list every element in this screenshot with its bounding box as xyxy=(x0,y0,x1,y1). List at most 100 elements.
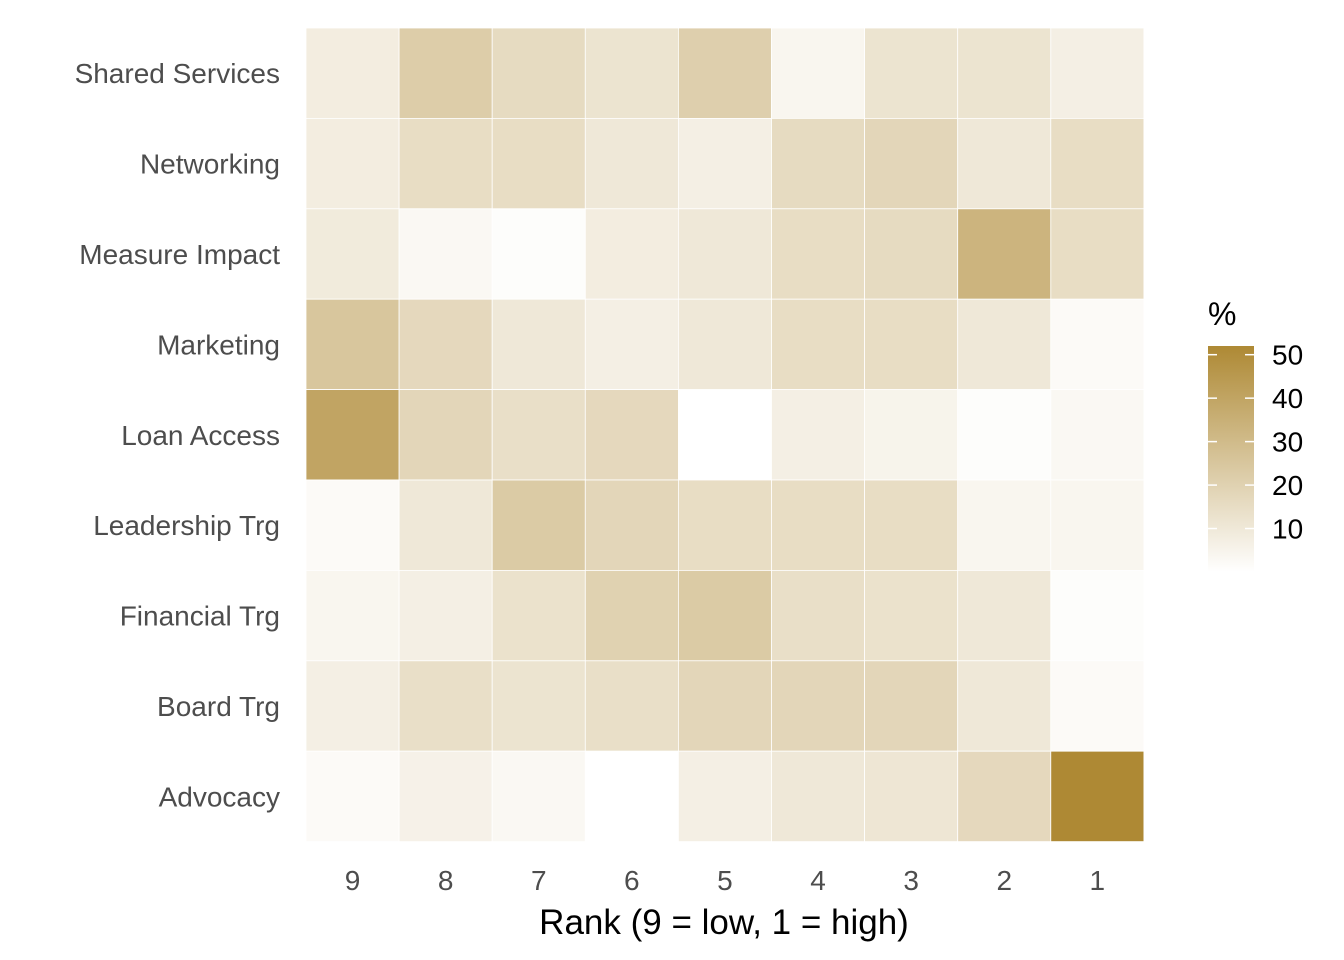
heatmap-cell xyxy=(771,660,865,752)
heatmap-cell xyxy=(864,750,959,843)
x-tick-label: 7 xyxy=(531,865,547,896)
heatmap-cell xyxy=(305,660,400,752)
heatmap-cell xyxy=(584,118,679,210)
heatmap-cell xyxy=(398,479,493,571)
y-tick-label: Advocacy xyxy=(159,781,280,812)
heatmap-cell xyxy=(1050,660,1145,752)
heatmap-cell xyxy=(491,660,586,752)
heatmap-cell xyxy=(864,298,959,391)
x-tick-label: 9 xyxy=(345,865,361,896)
heatmap-cell xyxy=(1050,570,1145,662)
heatmap-cell xyxy=(305,208,400,300)
y-tick-label: Leadership Trg xyxy=(93,510,280,541)
y-tick-label: Marketing xyxy=(157,329,280,360)
heatmap-cell xyxy=(584,479,679,571)
heatmap-cell xyxy=(584,389,679,481)
y-tick-label: Loan Access xyxy=(121,420,280,451)
heatmap-cell xyxy=(957,27,1052,119)
heatmap-cell xyxy=(864,389,959,481)
heatmap-cell xyxy=(491,208,586,300)
heatmap-cell xyxy=(398,27,493,119)
heatmap-cell xyxy=(398,660,493,752)
heatmap-cell xyxy=(957,750,1052,843)
heatmap-cell xyxy=(1050,118,1145,210)
heatmap-cell xyxy=(957,660,1052,752)
heatmap-cell xyxy=(305,750,400,843)
heatmap-cell xyxy=(398,118,493,210)
x-tick-label: 2 xyxy=(996,865,1012,896)
color-legend: % 10 20 30 40 50 xyxy=(1208,296,1303,572)
heatmap-cell xyxy=(864,570,959,662)
heatmap-cell xyxy=(957,208,1052,300)
heatmap-cell xyxy=(771,118,865,210)
heatmap-cell xyxy=(491,570,586,662)
heatmap-cell xyxy=(491,118,586,210)
legend-tick-label: 20 xyxy=(1272,470,1303,501)
legend-ticks: 10 20 30 40 50 xyxy=(1208,340,1303,545)
heatmap-cell xyxy=(491,298,586,391)
heatmap-cell xyxy=(584,570,679,662)
y-tick-label: Networking xyxy=(140,149,280,180)
legend-tick-label: 40 xyxy=(1272,383,1303,414)
heatmap-cell xyxy=(957,118,1052,210)
heatmap-cell xyxy=(771,570,865,662)
heatmap-cell xyxy=(1050,750,1145,843)
heatmap-cell xyxy=(305,479,400,571)
heatmap-cell xyxy=(678,27,772,119)
x-tick-label: 1 xyxy=(1090,865,1106,896)
legend-tick-label: 50 xyxy=(1272,340,1303,371)
legend-colorbar xyxy=(1208,346,1254,572)
heatmap-cell xyxy=(771,389,865,481)
x-axis-label: Rank (9 = low, 1 = high) xyxy=(539,903,909,942)
heatmap-cell xyxy=(771,298,865,391)
heatmap-cell xyxy=(771,750,865,843)
heatmap-cell xyxy=(584,298,679,391)
x-tick-label: 6 xyxy=(624,865,640,896)
heatmap-cell xyxy=(1050,298,1145,391)
heatmap-cell xyxy=(957,389,1052,481)
heatmap-cell xyxy=(584,660,679,752)
y-axis-tick-labels: Shared Services Networking Measure Impact M… xyxy=(75,58,281,812)
heatmap-cell xyxy=(957,479,1052,571)
heatmap-cell xyxy=(398,298,493,391)
heatmap-cell xyxy=(305,118,400,210)
heatmap-cell xyxy=(771,208,865,300)
heatmap-cell xyxy=(864,479,959,571)
heatmap-cell xyxy=(305,389,400,481)
heatmap-cell xyxy=(678,389,772,481)
y-tick-label: Board Trg xyxy=(157,691,280,722)
heatmap-cell xyxy=(1050,479,1145,571)
legend-title: % xyxy=(1208,296,1236,332)
heatmap-cell xyxy=(1050,27,1145,119)
heatmap-cell xyxy=(584,27,679,119)
heatmap-cell xyxy=(398,750,493,843)
heatmap-cells xyxy=(305,27,1145,843)
heatmap-cell xyxy=(305,298,400,391)
heatmap-cell xyxy=(957,570,1052,662)
heatmap-cell xyxy=(678,750,772,843)
y-tick-label: Measure Impact xyxy=(79,239,280,270)
heatmap-cell xyxy=(864,660,959,752)
legend-tick-label: 10 xyxy=(1272,514,1303,545)
heatmap-cell xyxy=(678,298,772,391)
heatmap-cell xyxy=(771,27,865,119)
x-axis-tick-labels: 9 8 7 6 5 4 3 2 1 xyxy=(345,865,1105,896)
heatmap-cell xyxy=(398,208,493,300)
heatmap-cell xyxy=(678,660,772,752)
heatmap-cell xyxy=(1050,389,1145,481)
heatmap-cell xyxy=(398,570,493,662)
heatmap-cell xyxy=(771,479,865,571)
heatmap-cell xyxy=(957,298,1052,391)
y-tick-label: Financial Trg xyxy=(120,601,280,632)
x-tick-label: 8 xyxy=(438,865,454,896)
heatmap-cell xyxy=(678,118,772,210)
heatmap-cell xyxy=(1050,208,1145,300)
heatmap-cell xyxy=(678,479,772,571)
heatmap-cell xyxy=(864,208,959,300)
heatmap-cell xyxy=(491,750,586,843)
heatmap-cell xyxy=(678,570,772,662)
heatmap-cell xyxy=(491,27,586,119)
heatmap-cell xyxy=(491,389,586,481)
heatmap-cell xyxy=(305,570,400,662)
